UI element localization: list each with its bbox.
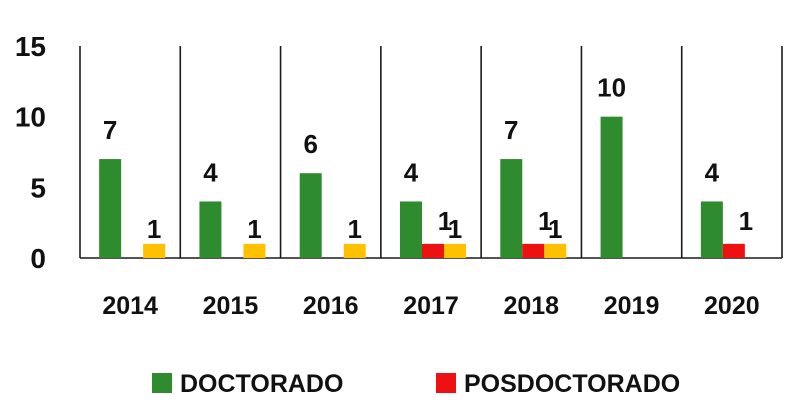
y-tick-label-5: 5: [30, 172, 46, 203]
bar-s0-2018: [500, 159, 523, 258]
x-tick-label-2014: 2014: [102, 292, 158, 320]
data-label-s2-2016: 1: [347, 214, 361, 244]
data-label-s1-2018: 1: [538, 206, 552, 236]
data-label-s0-2014: 7: [103, 115, 117, 145]
x-tick-label-2017: 2017: [403, 292, 459, 320]
x-tick-label-2020: 2020: [704, 292, 760, 320]
bar-s2-2018: [544, 243, 567, 258]
x-tick-label-2018: 2018: [503, 292, 559, 320]
x-tick-label-2019: 2019: [604, 292, 660, 320]
bar-s0-2020: [700, 201, 723, 258]
bar-s2-2016: [343, 243, 366, 258]
bar-s2-2015: [243, 243, 266, 258]
legend-label-0: DOCTORADO: [180, 370, 343, 398]
x-tick-label-2015: 2015: [203, 292, 259, 320]
bar-s0-2015: [199, 201, 222, 258]
data-label-s0-2020: 4: [705, 157, 720, 187]
legend-label-1: POSDOCTORADO: [464, 370, 680, 398]
data-label-s0-2017: 4: [404, 157, 419, 187]
data-label-s1-2017: 1: [438, 206, 452, 236]
data-label-s0-2019: 10: [597, 73, 626, 103]
bar-s1-2020: [722, 243, 745, 258]
bar-s0-2019: [600, 116, 623, 259]
data-label-s0-2018: 7: [504, 115, 518, 145]
axis-layer: 0 5 10 15 2014 2015 2016 2017 2018 2019 2020: [15, 31, 783, 320]
data-label-s1-2020: 1: [739, 206, 753, 236]
bar-s1-2018: [522, 243, 545, 258]
x-tick-label-2016: 2016: [303, 292, 359, 320]
bar-s0-2016: [299, 173, 322, 258]
legend: DOCTORADO POSDOCTORADO: [152, 370, 680, 398]
data-label-s0-2016: 6: [303, 129, 317, 159]
data-label-s0-2015: 4: [203, 157, 218, 187]
bars-layer: [99, 116, 745, 259]
bar-s0-2017: [400, 201, 422, 258]
data-label-s2-2015: 1: [247, 214, 261, 244]
y-tick-label-10: 10: [15, 102, 46, 133]
data-label-s2-2017: 1: [448, 214, 462, 244]
data-label-s2-2014: 1: [147, 214, 161, 244]
bar-s1-2017: [422, 243, 444, 258]
y-tick-label-15: 15: [15, 31, 46, 62]
y-tick-label-0: 0: [30, 243, 46, 274]
data-label-s2-2018: 1: [548, 214, 562, 244]
legend-swatch-1: [436, 373, 456, 393]
bar-s0-2014: [99, 159, 122, 258]
bar-s2-2014: [143, 243, 166, 258]
legend-swatch-0: [152, 373, 172, 393]
bar-s2-2017: [444, 243, 466, 258]
